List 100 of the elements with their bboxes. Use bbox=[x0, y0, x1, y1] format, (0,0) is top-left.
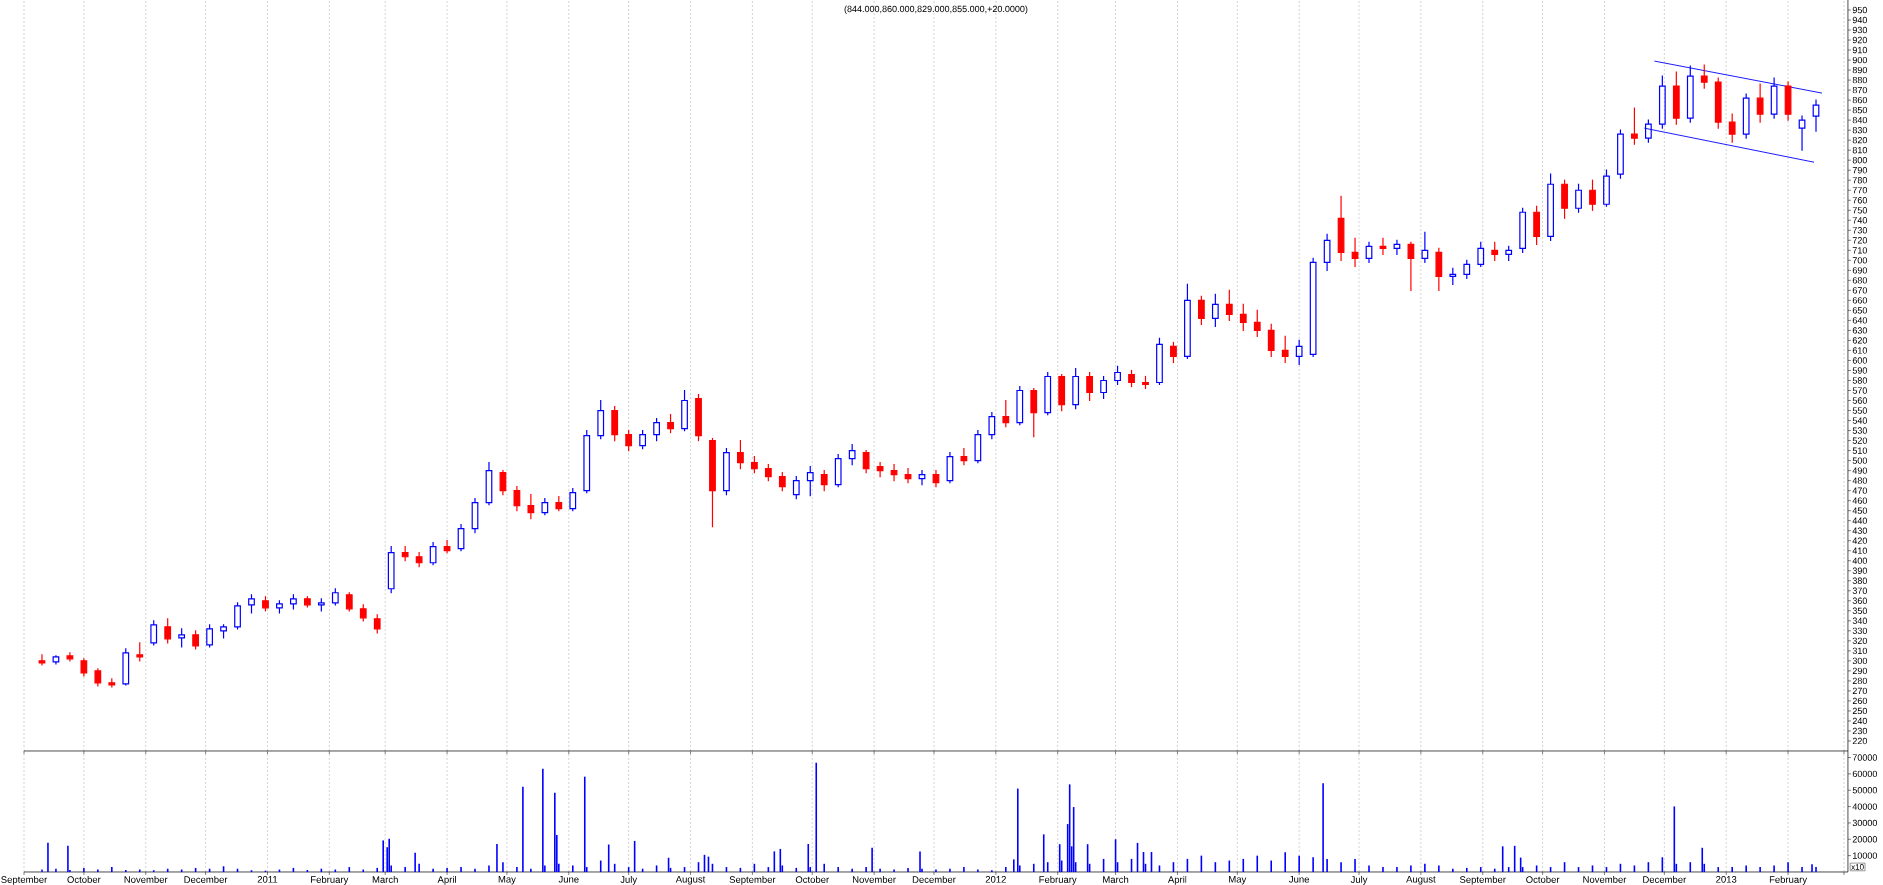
y-tick-label: 710 bbox=[1852, 247, 1867, 254]
candlestick bbox=[1393, 239, 1401, 255]
x-tick-label: May bbox=[1229, 875, 1247, 885]
candlestick bbox=[485, 462, 493, 506]
y-tick-label: 680 bbox=[1852, 277, 1867, 284]
candlestick bbox=[1784, 81, 1792, 121]
candlestick bbox=[960, 447, 968, 466]
y-tick-label: 230 bbox=[1852, 727, 1867, 735]
y-tick-label: 640 bbox=[1852, 317, 1867, 324]
x-tick-label: October bbox=[67, 875, 101, 883]
y-tick-label: 470 bbox=[1852, 487, 1867, 494]
y-tick-label: 440 bbox=[1852, 517, 1867, 524]
candlestick bbox=[988, 411, 996, 440]
candlestick bbox=[1016, 385, 1024, 426]
candlestick bbox=[848, 443, 856, 466]
y-tick-label: 260 bbox=[1852, 697, 1867, 705]
candlestick bbox=[709, 437, 716, 528]
x-tick-label: March bbox=[372, 875, 398, 883]
y-tick-label: 600 bbox=[1852, 357, 1867, 364]
candlestick bbox=[1407, 241, 1415, 291]
x-tick-label: October bbox=[795, 875, 829, 883]
x-tick-label: November bbox=[124, 875, 168, 883]
y-tick-label: 630 bbox=[1852, 327, 1867, 334]
x-tick-label: September bbox=[1, 875, 48, 885]
x-tick-label: November bbox=[852, 875, 896, 883]
y-tick-label: 20000 bbox=[1852, 836, 1878, 843]
y-tick-label: 750 bbox=[1852, 207, 1867, 214]
y-tick-label: 730 bbox=[1852, 227, 1867, 234]
candlestick bbox=[527, 494, 535, 520]
candlestick bbox=[1575, 183, 1582, 213]
candlestick bbox=[234, 602, 241, 630]
candlestick bbox=[150, 620, 158, 646]
y-tick-label: 310 bbox=[1852, 647, 1867, 655]
candlestick bbox=[653, 417, 660, 442]
candlestick bbox=[639, 429, 647, 450]
y-tick-label: 490 bbox=[1852, 467, 1867, 474]
y-tick-label: 520 bbox=[1852, 437, 1867, 444]
y-tick-label: 700 bbox=[1852, 257, 1867, 264]
candlestick bbox=[1072, 367, 1080, 410]
candlestick bbox=[178, 628, 186, 648]
candlestick bbox=[1617, 129, 1624, 179]
candlestick bbox=[1505, 245, 1513, 261]
y-tick-label: 590 bbox=[1852, 367, 1867, 374]
candlestick bbox=[1044, 371, 1052, 416]
y-tick-label: 720 bbox=[1852, 237, 1867, 244]
candlestick bbox=[317, 598, 325, 612]
y-tick-label: 780 bbox=[1852, 177, 1867, 184]
y-tick-label: 660 bbox=[1852, 297, 1867, 304]
y-tick-label: 330 bbox=[1852, 627, 1867, 635]
candlestick bbox=[499, 470, 507, 496]
candlestick bbox=[443, 540, 451, 554]
candlestick bbox=[80, 658, 88, 677]
y-tick-label: 40000 bbox=[1852, 803, 1878, 810]
y-tick-label: 420 bbox=[1852, 537, 1867, 544]
y-tick-label: 50000 bbox=[1852, 787, 1878, 794]
y-tick-label: 380 bbox=[1852, 577, 1867, 584]
candlestick bbox=[220, 624, 227, 639]
candlestick bbox=[471, 498, 479, 534]
candlestick bbox=[290, 594, 297, 610]
x-tick-label: February bbox=[1039, 875, 1077, 885]
candlestick bbox=[1184, 283, 1191, 360]
candlestick bbox=[723, 447, 730, 496]
candlestick bbox=[1812, 99, 1820, 132]
candlestick bbox=[918, 470, 926, 486]
candlestick bbox=[1030, 387, 1038, 438]
candlestick bbox=[108, 678, 116, 688]
y-tick-label: 930 bbox=[1852, 26, 1867, 34]
y-tick-label: 740 bbox=[1852, 217, 1867, 224]
candlestick bbox=[862, 449, 870, 474]
y-tick-label: 10000 bbox=[1853, 852, 1878, 859]
x-tick-label: June bbox=[1289, 875, 1310, 883]
candlestick bbox=[1798, 115, 1806, 151]
candlestick bbox=[387, 546, 395, 594]
x-tick-label: July bbox=[1350, 875, 1368, 885]
x-tick-label: December bbox=[912, 875, 956, 883]
candlestick bbox=[1323, 233, 1331, 271]
x-tick-label: 2011 bbox=[257, 875, 278, 883]
y-tick-label: 870 bbox=[1852, 86, 1867, 94]
y-tick-label: 400 bbox=[1852, 557, 1867, 564]
x-tick-label: February bbox=[311, 875, 349, 885]
y-tick-label: 670 bbox=[1852, 287, 1867, 294]
y-tick-label: 650 bbox=[1852, 307, 1867, 314]
candlestick bbox=[1603, 169, 1610, 207]
y-tick-label: 500 bbox=[1852, 457, 1867, 464]
candlestick bbox=[569, 488, 577, 512]
candlestick bbox=[66, 652, 74, 662]
y-tick-label: 940 bbox=[1852, 16, 1867, 24]
y-tick-label: 800 bbox=[1852, 157, 1867, 164]
candlestick bbox=[1756, 83, 1764, 123]
y-tick-label: 830 bbox=[1852, 126, 1867, 134]
candlestick bbox=[1449, 267, 1457, 285]
candlestick bbox=[681, 389, 688, 432]
x-tick-label: December bbox=[1643, 875, 1687, 883]
x-tick-label: September bbox=[729, 875, 776, 885]
x-tick-label: December bbox=[184, 875, 228, 883]
y-tick-label: 860 bbox=[1852, 96, 1867, 104]
x-tick-label: March bbox=[1103, 875, 1129, 883]
y-tick-label: 430 bbox=[1852, 527, 1867, 534]
candlestick bbox=[1295, 339, 1303, 366]
x-tick-label: 2012 bbox=[985, 875, 1006, 883]
